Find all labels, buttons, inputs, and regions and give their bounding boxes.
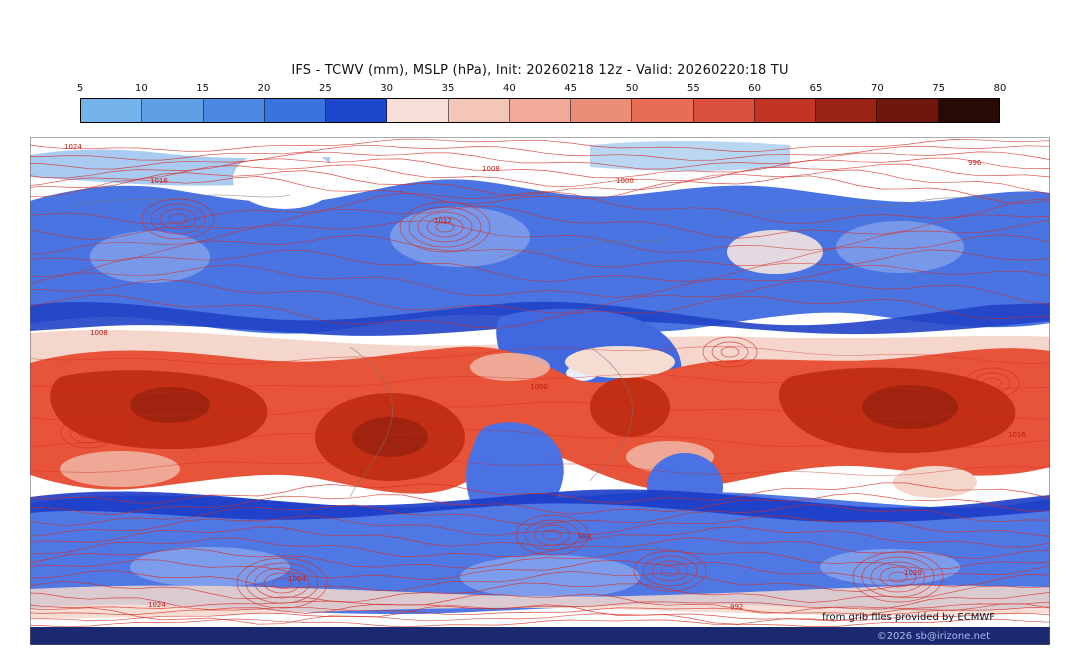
colorbar-segment [632, 99, 694, 122]
isobar-label: 1008 [482, 165, 500, 173]
colorbar-tick: 25 [318, 83, 332, 94]
map-footer-bar [30, 627, 1050, 645]
colorbar-tick: 80 [993, 83, 1007, 94]
world-weather-map: 1024 1016 1008 1000 996 1012 1004 988 1020 992 102… [30, 137, 1050, 645]
isobar-label: 1008 [90, 329, 108, 337]
isobar-label: 988 [578, 533, 591, 541]
map-frame [30, 137, 1050, 645]
isobar-label: 1000 [530, 383, 548, 391]
colorbar-tick: 35 [441, 83, 455, 94]
colorbar-segment [509, 99, 572, 122]
pink-patch [470, 353, 550, 381]
northern-moist-band [30, 179, 1050, 334]
isobar-contours: 1024 1016 1008 1000 996 1012 1004 988 1020 992 102… [30, 138, 1050, 628]
colorbar-tick: 60 [748, 83, 762, 94]
isobar-label: 1024 [148, 601, 166, 609]
colorbar-tick: 20 [257, 83, 271, 94]
colorbar-segment [571, 99, 633, 122]
colorbar-tick: 10 [134, 83, 148, 94]
light-moisture-patch [390, 207, 530, 267]
sahara-dry-area [565, 346, 675, 378]
colorbar-tick: 30 [380, 83, 394, 94]
colorbar-segment [448, 99, 510, 122]
isobar-label: 1016 [1008, 431, 1026, 439]
isobar-label: 1012 [434, 217, 452, 225]
colorbar-ticks: 5 10 15 20 25 30 35 40 45 50 55 60 65 70 75 80 [76, 83, 1007, 96]
coastlines [69, 194, 1031, 498]
colorbar-segment [754, 99, 817, 122]
colorbar-segment [816, 99, 878, 122]
colorbar-segment [326, 99, 388, 122]
colorbar-tick: 5 [76, 83, 84, 94]
australia-dry-area [893, 466, 977, 498]
central-asia-dry-area [727, 230, 823, 274]
colorbar-segment [387, 99, 449, 122]
greenland-dry-area [233, 149, 337, 209]
copyright-text: ©2026 sb@irizone.net [876, 631, 990, 642]
colorbar-tick: 55 [686, 83, 700, 94]
pink-patch [60, 451, 180, 487]
colorbar-tick: 45 [564, 83, 578, 94]
arctic-moisture-patch [590, 141, 790, 171]
colorbar: 5 10 15 20 25 30 35 40 45 50 55 60 65 70 75 80 [76, 83, 1007, 123]
subantarctic-pale-strip [30, 585, 1050, 619]
colorbar-bar [80, 98, 1000, 123]
isobar-label: 1024 [64, 143, 82, 151]
colorbar-segment [938, 99, 999, 122]
colorbar-segment [877, 99, 939, 122]
colorbar-tick: 75 [932, 83, 946, 94]
deep-core [862, 385, 958, 429]
colorbar-tick: 50 [625, 83, 639, 94]
colorbar-tick: 65 [809, 83, 823, 94]
light-moisture-patch [130, 547, 290, 587]
attribution-text: from grib files provided by ECMWF [822, 612, 995, 623]
isobar-label: 996 [968, 159, 982, 167]
colorbar-tick: 70 [870, 83, 884, 94]
southern-deep-moisture-streak [30, 489, 1050, 523]
map-canvas: 1024 1016 1008 1000 996 1012 1004 988 1020 992 102… [30, 137, 1050, 645]
colorbar-segment [264, 99, 327, 122]
colorbar-segment [693, 99, 755, 122]
colorbar-segment [203, 99, 265, 122]
colorbar-tick: 15 [196, 83, 210, 94]
colorbar-segment [142, 99, 204, 122]
isobar-label: 1016 [150, 177, 168, 185]
deep-core [352, 417, 428, 457]
light-moisture-patch [460, 555, 640, 599]
isobar-label: 1000 [616, 177, 634, 185]
isobar-label: 992 [730, 603, 743, 611]
isobar-label: 1004 [288, 575, 306, 583]
colorbar-segment [81, 99, 143, 122]
isobar-label: 1020 [904, 569, 922, 577]
chart-title: IFS - TCWV (mm), MSLP (hPa), Init: 20260… [291, 63, 789, 78]
colorbar-tick: 40 [502, 83, 516, 94]
